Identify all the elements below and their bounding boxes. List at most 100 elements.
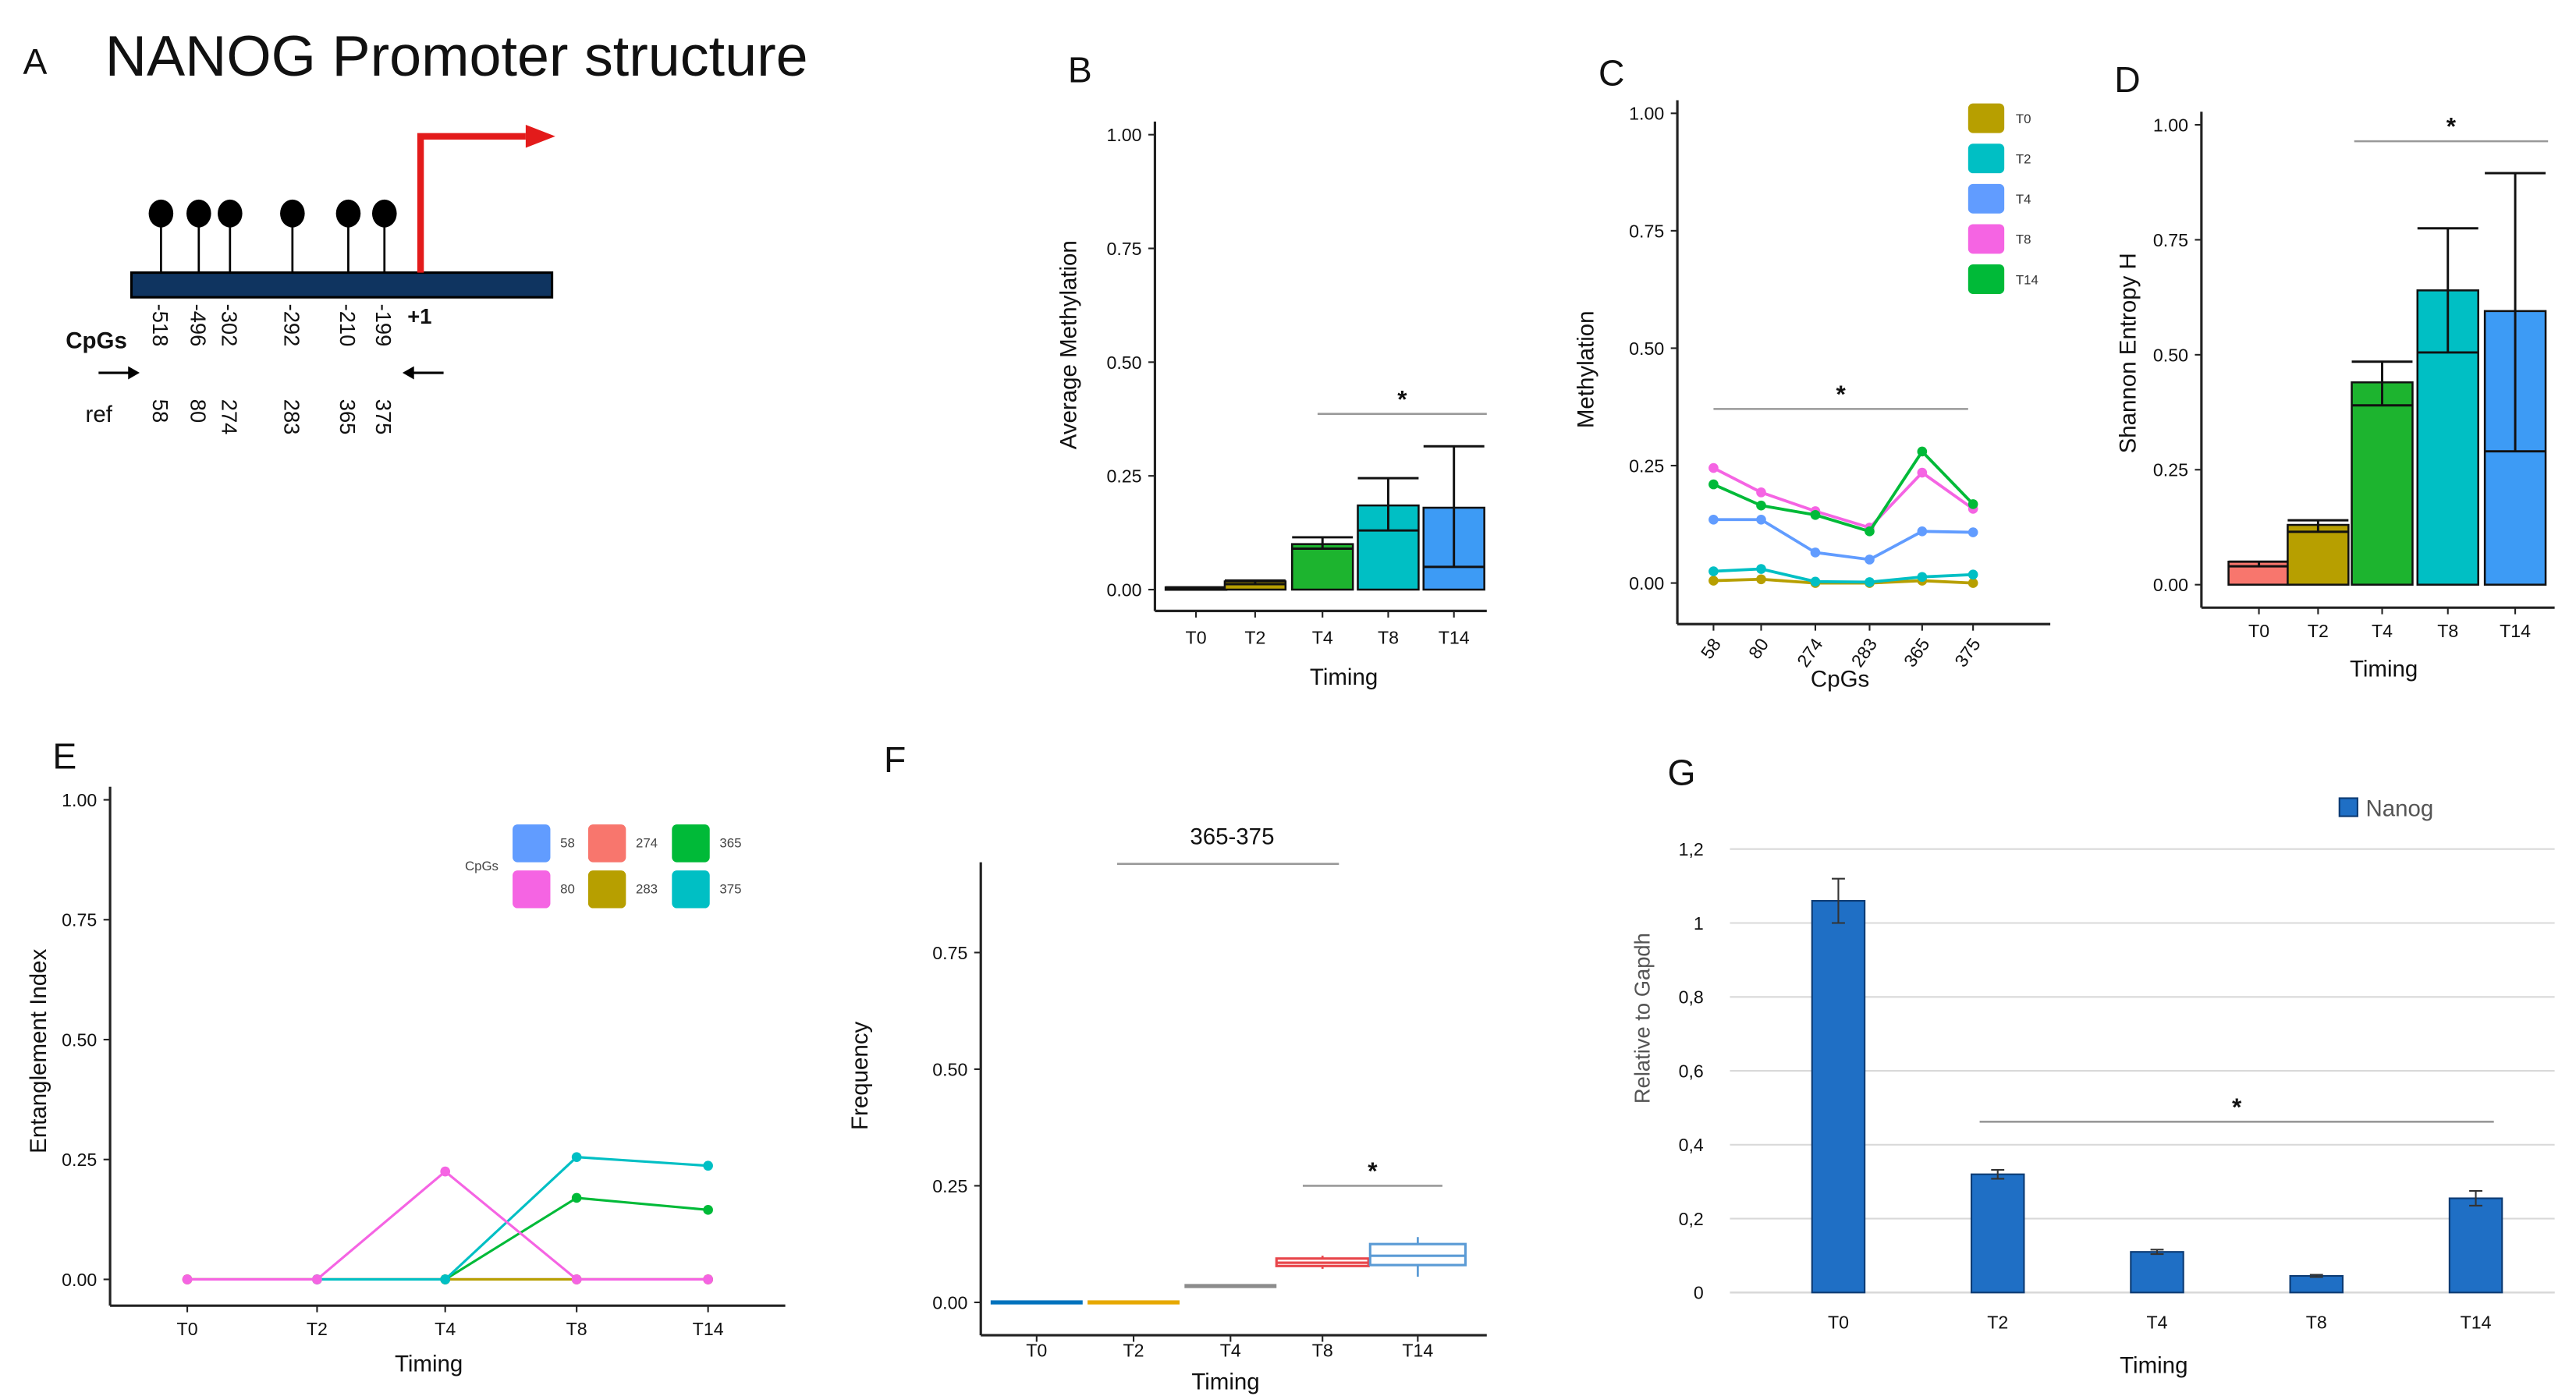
x-tick-label: T14 <box>693 1319 724 1339</box>
cpgs-label: CpGs <box>66 328 127 353</box>
x-tick-label: 375 <box>1950 634 1984 671</box>
legend-swatch <box>1967 103 2005 133</box>
y-tick-label: 0.50 <box>1106 353 1141 373</box>
panel-a-promoter-diagram: A NANOG Promoter structure -51858-49680-… <box>23 23 807 435</box>
data-point-375 <box>440 1274 451 1284</box>
y-axis-label: Relative to Gapdh <box>1630 933 1654 1104</box>
legend-label: Nanog <box>2365 796 2433 822</box>
x-axis-label: Timing <box>2120 1353 2187 1379</box>
y-tick-label: 0.25 <box>932 1176 967 1196</box>
series-line-T8 <box>1712 466 1975 530</box>
y-tick-label: 0.25 <box>62 1150 97 1170</box>
panel-d-chart: D 0.00 0.25 0.50 0.75 1.00 T0 T2 T4 T8 T14 Timing Sh… <box>2114 59 2555 682</box>
bar <box>2289 1274 2344 1294</box>
y-tick-label: 0.50 <box>62 1029 97 1050</box>
legend-label: 58 <box>560 836 575 851</box>
data-point-80 <box>440 1166 451 1177</box>
x-tick-label: T8 <box>2437 621 2458 641</box>
promoter-region-bar <box>130 271 554 299</box>
x-tick-label: 283 <box>1847 634 1881 671</box>
data-point-T4 <box>1917 526 1928 537</box>
x-tick-label: T14 <box>2500 621 2531 641</box>
legend-swatch <box>2338 797 2358 817</box>
bar <box>2130 1251 2184 1294</box>
y-tick-label: 1.00 <box>2153 115 2188 135</box>
y-tick-label: 0.50 <box>1629 338 1664 359</box>
cpg-ref-number: 283 <box>279 399 303 435</box>
data-point-T2 <box>1917 572 1928 583</box>
x-tick-label: T2 <box>307 1319 328 1339</box>
cpg-ref-number: 80 <box>186 399 210 423</box>
data-point-T4 <box>1756 514 1766 525</box>
cpg-site-icon <box>148 199 174 228</box>
y-tick-label: 1,2 <box>1679 839 1704 859</box>
cpg-position-label: -302 <box>217 304 241 347</box>
bar <box>2287 523 2350 586</box>
series-line-365 <box>444 1196 708 1281</box>
x-axis-label: Timing <box>1191 1369 1259 1395</box>
x-tick-label: 80 <box>1744 634 1772 662</box>
significance-star: * <box>1397 384 1407 413</box>
ref-label: ref <box>86 402 113 427</box>
data-point-T14 <box>1967 499 1978 509</box>
x-tick-label: T2 <box>1987 1313 2008 1333</box>
primer-reverse-arrow-icon <box>402 366 444 380</box>
legend-swatch <box>513 870 551 909</box>
legend-swatch <box>1967 264 2005 294</box>
data-point-80 <box>571 1274 582 1284</box>
bar <box>1811 900 1866 1294</box>
data-point-T14 <box>1917 446 1928 457</box>
legend-swatch <box>1967 224 2005 254</box>
bar <box>2448 1197 2503 1294</box>
x-tick-label: 365 <box>1900 634 1933 671</box>
legend-label: T4 <box>2016 192 2031 207</box>
cpg-position-label: -496 <box>186 304 210 347</box>
y-tick-label: 1.00 <box>62 790 97 810</box>
cpg-lollipops: -518 58 -496 80 -302 274 -292 283 -210 365 -199 375 <box>148 199 397 435</box>
panel-label-c: C <box>1598 53 1624 94</box>
y-tick-label: 0.25 <box>1629 455 1664 476</box>
panel-label-b: B <box>1068 49 1092 90</box>
cpg-site-icon <box>186 199 211 228</box>
legend-swatch <box>587 824 626 863</box>
panel-label-e: E <box>52 736 76 777</box>
cpg-position-label: -199 <box>371 304 396 347</box>
y-tick-label: 0.75 <box>62 910 97 930</box>
legend-swatch <box>513 824 551 863</box>
data-point-T14 <box>1708 479 1719 490</box>
legend-label: T0 <box>2016 112 2031 126</box>
legend-label: 80 <box>560 882 575 897</box>
x-tick-label: T4 <box>1220 1340 1241 1360</box>
y-tick-label: 1 <box>1694 913 1704 934</box>
y-tick-label: 0.25 <box>2153 460 2188 480</box>
data-point-T2 <box>1756 564 1766 574</box>
series-line-375 <box>317 1156 708 1281</box>
significance-star: * <box>2232 1093 2242 1121</box>
x-tick-label: T8 <box>566 1319 587 1339</box>
y-tick-label: 0 <box>1694 1283 1704 1303</box>
data-point-T4 <box>1810 547 1821 558</box>
data-point-T4 <box>1865 555 1875 565</box>
data-point-80 <box>703 1274 713 1284</box>
y-tick-label: 0.50 <box>2153 345 2188 365</box>
data-point-T2 <box>1967 569 1978 580</box>
series-line-T14 <box>1712 448 1975 533</box>
x-tick-label: T14 <box>1439 628 1470 648</box>
panel-g-chart: G 0 0,2 0,4 0,6 0,8 1 1,2 T0 T2 T4 T8 T14 Timing Relat… <box>1630 753 2555 1379</box>
panel-label-g: G <box>1667 753 1695 793</box>
x-tick-label: T14 <box>1402 1340 1433 1360</box>
primer-forward-arrow-icon <box>98 366 140 380</box>
y-tick-label: 0.00 <box>1106 579 1141 600</box>
x-axis-label: Timing <box>2350 657 2418 682</box>
y-tick-label: 0,4 <box>1679 1135 1704 1155</box>
panel-label-d: D <box>2114 59 2140 100</box>
panel-b-chart: B 0.00 0.25 0.50 0.75 1.00 T0 T2 T4 T8 T14 Timing Av… <box>1056 49 1487 690</box>
y-axis-label: Average Methylation <box>1056 240 1081 449</box>
x-axis-label: Timing <box>1310 664 1378 690</box>
x-tick-label: 274 <box>1793 634 1827 671</box>
legend-swatch <box>587 870 626 909</box>
y-axis-label: Methylation <box>1574 310 1599 428</box>
x-tick-label: T2 <box>2308 621 2329 641</box>
cpg-site-icon <box>280 199 305 228</box>
